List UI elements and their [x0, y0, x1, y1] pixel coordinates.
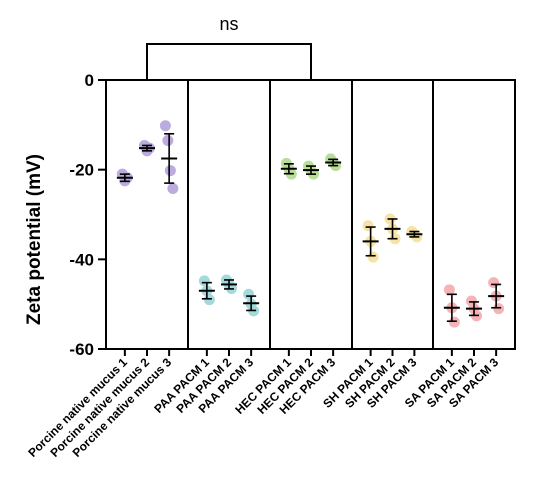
data-point: [167, 182, 179, 194]
data-point: [448, 316, 460, 328]
x-tick-label: Porcine native mucus 2: [47, 355, 152, 460]
y-tick-label: -20: [69, 161, 94, 180]
data-point: [198, 275, 210, 287]
panel-frame: [105, 79, 189, 350]
y-tick-label: -60: [69, 340, 94, 359]
significance-label: ns: [219, 14, 238, 34]
data-point: [367, 251, 379, 263]
data-point: [203, 294, 215, 306]
significance-bracket: [146, 43, 312, 80]
y-tick-label: -40: [69, 250, 94, 269]
data-point: [362, 220, 374, 232]
data-point: [243, 288, 255, 300]
data-point: [162, 135, 174, 147]
panel-frame: [269, 79, 353, 350]
data-point: [493, 303, 505, 315]
data-point: [164, 165, 176, 177]
y-axis-label: Zeta potential (mV): [24, 154, 45, 325]
data-point: [159, 120, 171, 132]
data-point: [488, 277, 500, 289]
y-tick-label: 0: [85, 71, 94, 90]
data-point: [443, 284, 455, 296]
